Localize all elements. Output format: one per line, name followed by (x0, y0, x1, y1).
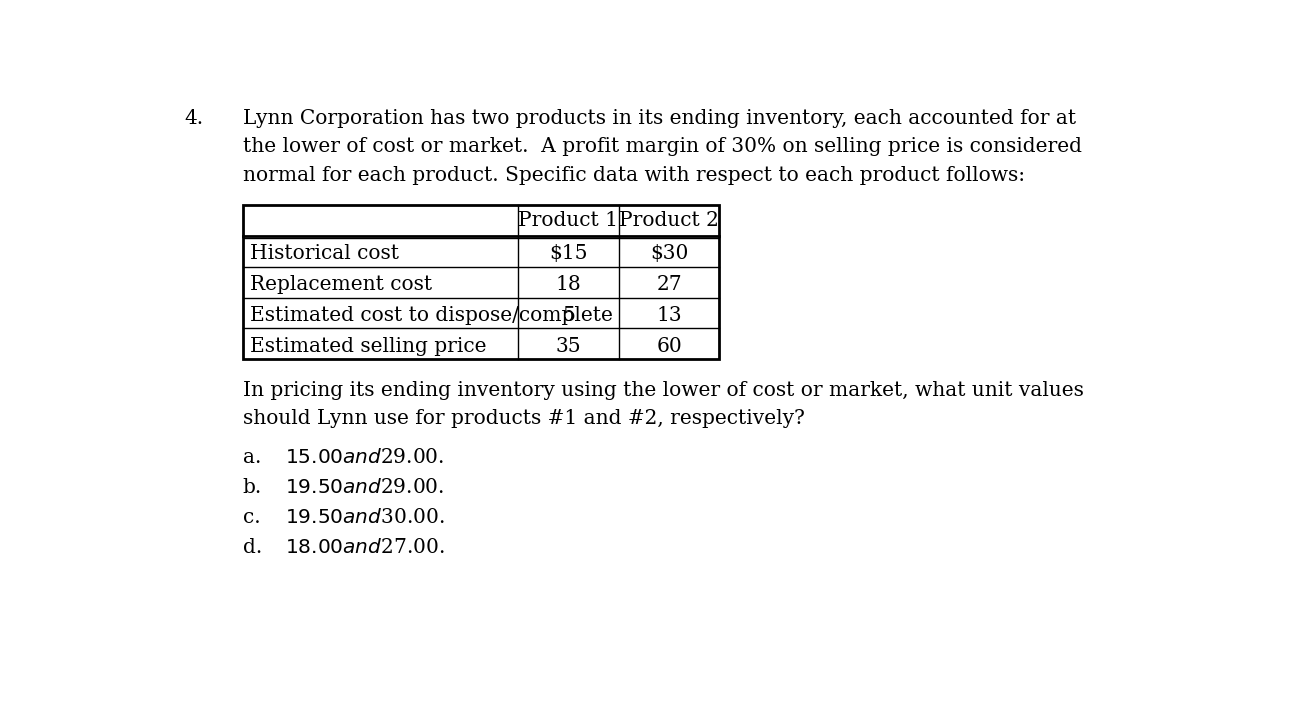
Text: Estimated cost to dispose/complete: Estimated cost to dispose/complete (250, 306, 613, 325)
Text: d.: d. (243, 538, 262, 557)
Text: b.: b. (243, 477, 262, 497)
Text: c.: c. (243, 508, 261, 526)
Bar (243, 205, 719, 359)
Text: a.: a. (243, 448, 261, 467)
Text: Product 2: Product 2 (620, 211, 719, 230)
Text: normal for each product. Specific data with respect to each product follows:: normal for each product. Specific data w… (243, 166, 1025, 185)
Text: Replacement cost: Replacement cost (250, 275, 432, 294)
Text: the lower of cost or market.  A profit margin of 30% on selling price is conside: the lower of cost or market. A profit ma… (243, 138, 1082, 157)
Text: 13: 13 (656, 306, 682, 325)
Text: 5: 5 (562, 306, 574, 325)
Text: Lynn Corporation has two products in its ending inventory, each accounted for at: Lynn Corporation has two products in its… (243, 109, 1075, 128)
Text: 18: 18 (555, 275, 581, 294)
Text: should Lynn use for products #1 and #2, respectively?: should Lynn use for products #1 and #2, … (243, 409, 804, 428)
Text: In pricing its ending inventory using the lower of cost or market, what unit val: In pricing its ending inventory using th… (243, 380, 1083, 399)
Text: $30: $30 (649, 244, 688, 263)
Text: $15: $15 (549, 244, 587, 263)
Text: $19.50 and $30.00.: $19.50 and $30.00. (285, 508, 445, 526)
Text: 60: 60 (656, 336, 682, 355)
Text: 35: 35 (555, 336, 581, 355)
Text: Historical cost: Historical cost (250, 244, 399, 263)
Text: 27: 27 (656, 275, 682, 294)
Text: $15.00 and $29.00.: $15.00 and $29.00. (285, 448, 444, 467)
Text: 4.: 4. (185, 109, 204, 128)
Text: $18.00 and $27.00.: $18.00 and $27.00. (285, 538, 445, 557)
Text: $19.50 and $29.00.: $19.50 and $29.00. (285, 477, 444, 497)
Text: Product 1: Product 1 (518, 211, 618, 230)
Text: Estimated selling price: Estimated selling price (250, 336, 487, 355)
